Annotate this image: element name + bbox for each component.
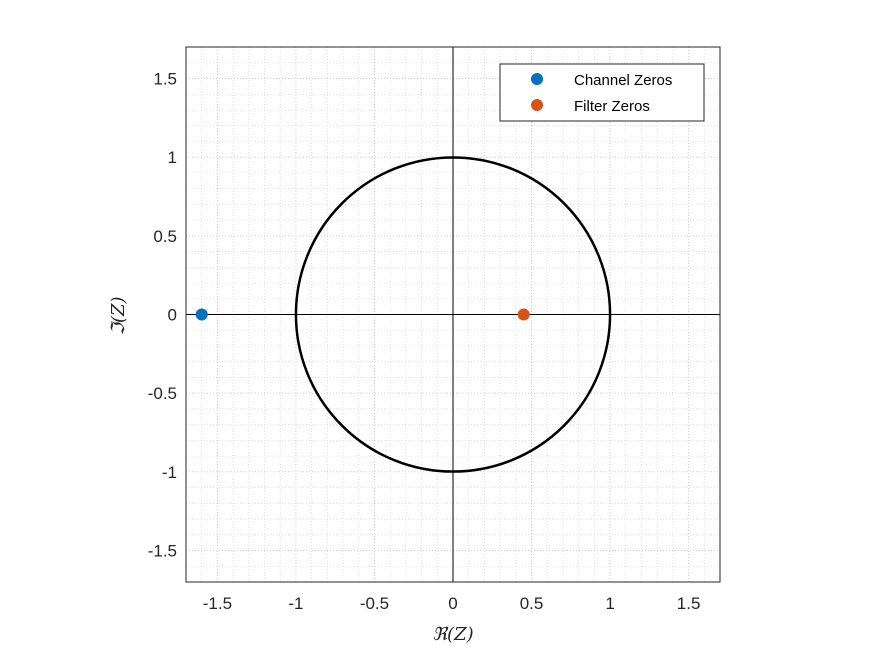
y-tick-label: -1	[162, 463, 177, 482]
y-tick-label: -0.5	[148, 384, 177, 403]
zero-markers	[195, 308, 530, 321]
y-tick-label: 1.5	[153, 69, 177, 88]
legend-box	[499, 63, 705, 122]
x-tick-label: -1	[288, 594, 303, 613]
y-tick-label: 0.5	[153, 227, 177, 246]
legend-marker-channel-zeros	[531, 73, 543, 85]
unit-circle	[294, 156, 612, 473]
y-tick-label: 1	[168, 148, 177, 167]
zero-point-0	[195, 308, 208, 321]
legend-marker-filter-zeros	[531, 99, 543, 111]
y-tick-labels: 1.5 1 0.5 0 -0.5 -1 -1.5	[148, 69, 177, 560]
x-tick-label: -1.5	[203, 594, 232, 613]
x-tick-labels: -1.5 -1 -0.5 0 0.5 1 1.5	[203, 594, 701, 613]
plot-frame	[185, 46, 721, 583]
y-tick-label: -1.5	[148, 542, 177, 561]
y-tick-label: 0	[168, 306, 177, 325]
legend: Channel Zeros Filter Zeros	[499, 63, 705, 122]
x-axis-label: ℜ(Z)	[432, 624, 473, 645]
y-axis-label: ℑ(Z)	[108, 296, 129, 335]
zero-point-1	[517, 308, 530, 321]
x-tick-label: 0	[448, 594, 457, 613]
x-tick-label: 1	[605, 594, 614, 613]
x-tick-label: -0.5	[360, 594, 389, 613]
x-tick-label: 0.5	[520, 594, 544, 613]
zero-axes	[186, 47, 720, 582]
legend-label-channel-zeros: Channel Zeros	[574, 72, 672, 89]
legend-label-filter-zeros: Filter Zeros	[574, 98, 650, 115]
x-tick-label: 1.5	[677, 594, 701, 613]
